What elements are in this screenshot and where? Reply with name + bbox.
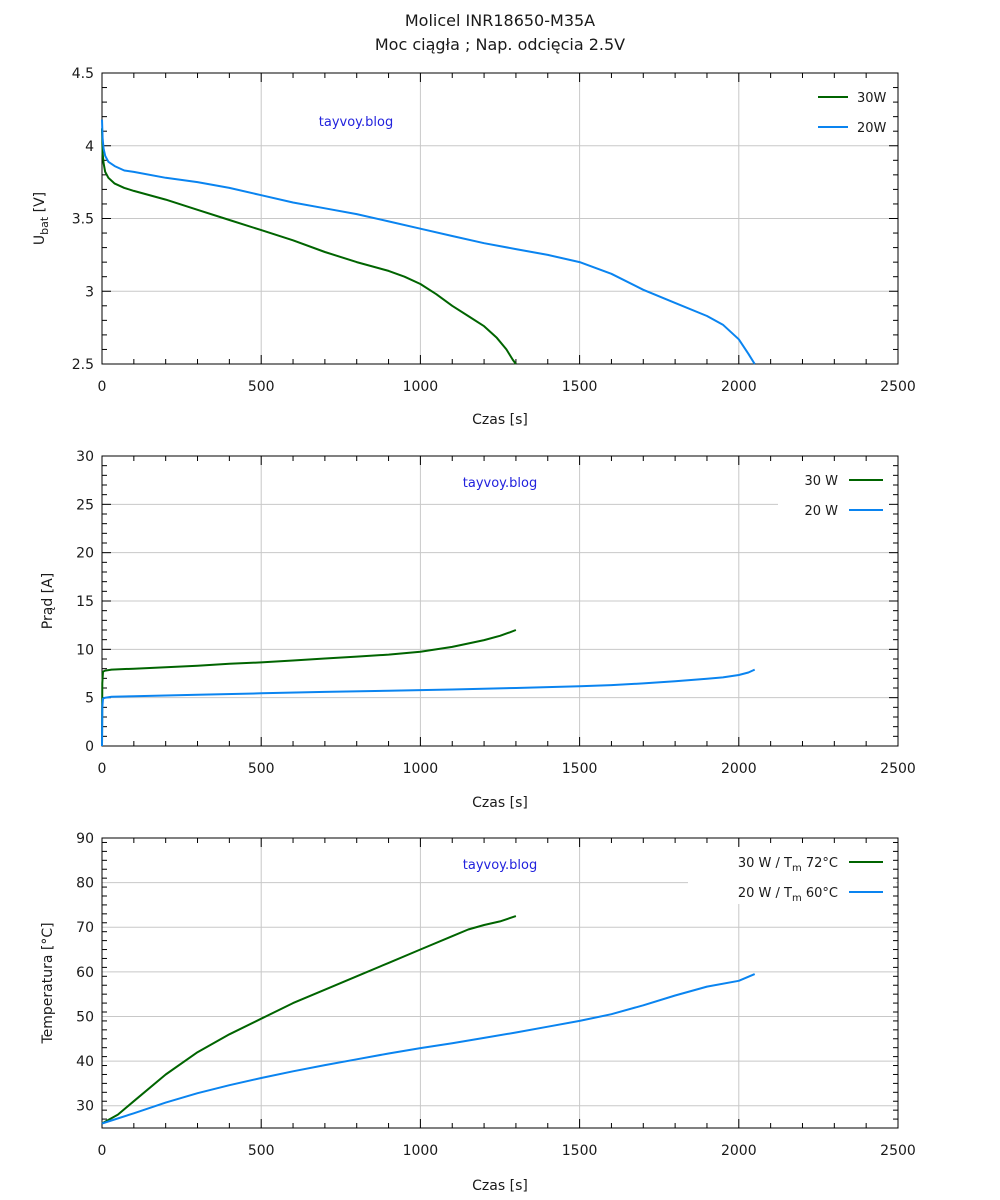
x-tick-label: 1500 <box>562 1143 598 1159</box>
x-tick-label: 500 <box>248 1143 275 1159</box>
y-tick-label: 30 <box>76 449 94 465</box>
y-tick-label: 10 <box>76 642 94 658</box>
x-tick-label: 1000 <box>403 379 439 395</box>
series-line-30W <box>101 629 517 747</box>
y-tick-label: 25 <box>76 497 94 513</box>
x-tick-label: 500 <box>248 761 275 777</box>
series-line-30W <box>101 915 517 1125</box>
legend-background <box>688 846 896 904</box>
legend-label: 30 W / Tm 72°C <box>738 856 838 874</box>
y-tick-label: 70 <box>76 920 94 936</box>
y-tick-label: 2.5 <box>72 357 94 373</box>
y-tick-label: 4.5 <box>72 66 94 82</box>
x-axis-label: Czas [s] <box>472 1178 528 1194</box>
watermark: tayvoy.blog <box>463 858 537 873</box>
x-tick-label: 2500 <box>880 1143 916 1159</box>
y-tick-label: 20 <box>76 546 94 562</box>
y-tick-label: 40 <box>76 1054 94 1070</box>
legend-label: 30W <box>857 91 887 106</box>
x-tick-label: 2000 <box>721 379 757 395</box>
watermark: tayvoy.blog <box>463 476 537 491</box>
y-axis-label: Temperatura [°C] <box>40 922 56 1044</box>
x-tick-label: 1500 <box>562 761 598 777</box>
y-tick-label: 4 <box>85 139 94 155</box>
y-tick-label: 15 <box>76 594 94 610</box>
x-axis-label: Czas [s] <box>472 795 528 811</box>
y-tick-label: 60 <box>76 965 94 981</box>
chart-1: 0 500 1000 1500 2000 2500 2.5 3 3.5 4 4.5 Czas [s] U… <box>32 66 916 428</box>
legend-label: 30 W <box>804 474 838 489</box>
series-line-20W <box>101 119 756 365</box>
y-tick-label: 5 <box>85 691 94 707</box>
series-line-30W <box>101 128 517 365</box>
x-tick-label: 1500 <box>562 379 598 395</box>
series-line-20W <box>101 668 756 747</box>
y-tick-label: 3 <box>85 284 94 300</box>
chart-2: 0 500 1000 1500 2000 2500 0 5 10 15 20 25 30 Czas [s]… <box>40 449 916 811</box>
plot-frame <box>101 837 899 1129</box>
x-tick-label: 1000 <box>403 1143 439 1159</box>
y-axis-label: Prąd [A] <box>40 573 56 629</box>
x-tick-label: 500 <box>248 379 275 395</box>
x-tick-label: 2000 <box>721 761 757 777</box>
x-tick-label: 2500 <box>880 379 916 395</box>
y-tick-label: 50 <box>76 1009 94 1025</box>
chart-3: 0 500 1000 1500 2000 2500 30 40 50 60 70 80 90 Czas [… <box>40 831 916 1194</box>
x-tick-label: 1000 <box>403 761 439 777</box>
legend-label: 20W <box>857 121 887 136</box>
x-tick-label: 2500 <box>880 761 916 777</box>
series-line-20W <box>101 973 756 1125</box>
legend-background <box>778 464 896 522</box>
x-axis-label: Czas [s] <box>472 412 528 428</box>
chart-title: Molicel INR18650-M35A <box>404 11 596 30</box>
x-tick-label: 0 <box>98 1143 107 1159</box>
chart-subtitle: Moc ciągła ; Nap. odcięcia 2.5V <box>374 35 626 54</box>
legend-label: 20 W / Tm 60°C <box>738 886 838 904</box>
y-axis-label: Ubat [V] <box>32 192 51 245</box>
y-tick-label: 30 <box>76 1099 94 1115</box>
y-tick-label: 80 <box>76 876 94 892</box>
watermark: tayvoy.blog <box>319 115 393 130</box>
legend-label: 20 W <box>804 504 838 519</box>
x-tick-label: 2000 <box>721 1143 757 1159</box>
y-tick-label: 0 <box>85 739 94 755</box>
x-tick-label: 0 <box>98 379 107 395</box>
legend-background <box>798 81 896 139</box>
y-tick-label: 90 <box>76 831 94 847</box>
x-tick-label: 0 <box>98 761 107 777</box>
y-tick-label: 3.5 <box>72 212 94 228</box>
